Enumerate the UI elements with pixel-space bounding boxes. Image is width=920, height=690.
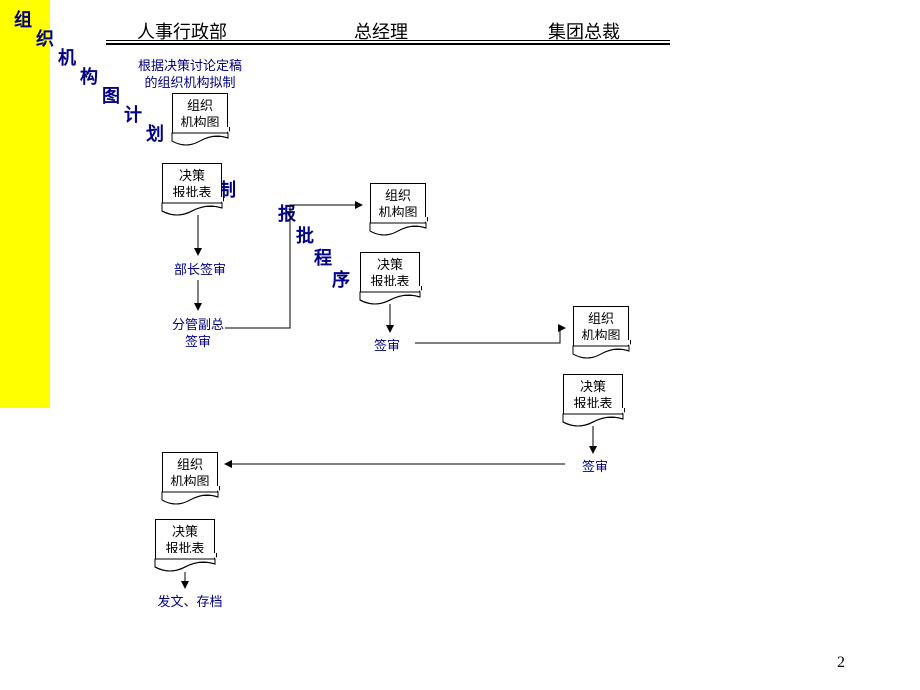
text-gm-approval: 签审 <box>362 338 412 355</box>
header-underline-thin <box>106 40 670 41</box>
text-archive: 发文、存档 <box>145 594 235 611</box>
doc-approval-form-4: 决策报批表 <box>155 519 215 563</box>
doc-org-chart-1: 组织机构图 <box>172 93 228 137</box>
text-dept-approval: 部长签审 <box>165 262 235 279</box>
doc-approval-form-1: 决策报批表 <box>162 163 222 207</box>
title-char: 组 <box>14 6 32 32</box>
yellow-sidebar <box>0 0 50 408</box>
doc-approval-form-3: 决策报批表 <box>563 374 623 418</box>
arrow-a5 <box>415 328 565 343</box>
title-char: 机 <box>58 44 76 70</box>
title-char: 计 <box>124 101 142 127</box>
text-source-note: 根据决策讨论定稿的组织机构拟制 <box>120 58 260 92</box>
title-char: 序 <box>332 266 350 292</box>
text-president-approval: 签审 <box>570 459 620 476</box>
text-vp-approval: 分管副总签审 <box>158 317 238 351</box>
doc-org-chart-2: 组织机构图 <box>370 183 426 227</box>
title-char: 批 <box>296 222 314 248</box>
header-underline-thick <box>106 43 670 45</box>
doc-approval-form-2: 决策报批表 <box>360 252 420 296</box>
title-char: 报 <box>278 200 296 226</box>
title-char: 织 <box>36 25 54 51</box>
doc-org-chart-3: 组织机构图 <box>573 306 629 350</box>
title-char: 图 <box>102 82 120 108</box>
page-number: 2 <box>837 654 845 672</box>
title-char: 划 <box>146 120 164 146</box>
doc-org-chart-4: 组织机构图 <box>162 452 218 496</box>
title-char: 构 <box>80 63 98 89</box>
title-char: 程 <box>314 244 332 270</box>
